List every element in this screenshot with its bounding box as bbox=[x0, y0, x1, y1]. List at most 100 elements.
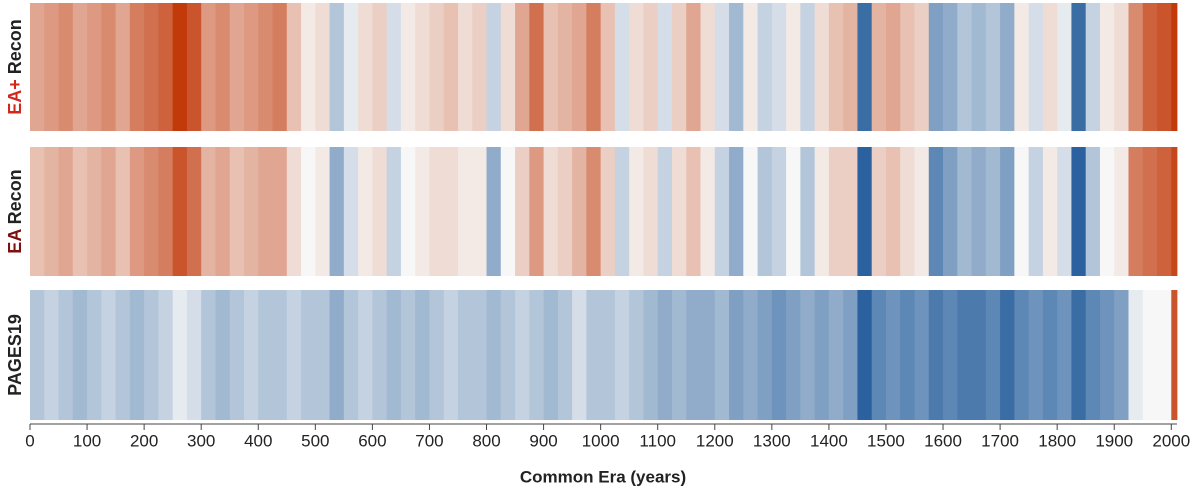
stripe bbox=[586, 147, 602, 276]
stripe bbox=[286, 3, 302, 131]
stripe bbox=[928, 3, 944, 131]
stripe bbox=[1014, 147, 1030, 276]
stripe bbox=[172, 3, 188, 131]
stripe bbox=[229, 290, 245, 420]
stripe bbox=[372, 147, 388, 276]
stripe bbox=[643, 290, 659, 420]
stripe bbox=[771, 147, 787, 276]
stripe bbox=[158, 3, 174, 131]
stripe bbox=[1071, 147, 1087, 276]
stripe bbox=[115, 147, 131, 276]
stripe bbox=[1157, 147, 1172, 276]
x-tick-label: 200 bbox=[130, 431, 158, 450]
stripe bbox=[900, 290, 915, 420]
stripe bbox=[58, 290, 74, 420]
stripe bbox=[58, 147, 74, 276]
stripe bbox=[757, 3, 773, 131]
stripe bbox=[629, 3, 644, 131]
stripe bbox=[857, 147, 873, 276]
stripe bbox=[743, 3, 758, 131]
stripe bbox=[643, 147, 659, 276]
stripe bbox=[400, 147, 416, 276]
stripe bbox=[600, 290, 616, 420]
stripe bbox=[201, 3, 216, 131]
stripe bbox=[1171, 290, 1178, 420]
x-tick-label: 600 bbox=[358, 431, 386, 450]
stripe bbox=[786, 3, 801, 131]
stripe bbox=[600, 147, 616, 276]
stripe bbox=[928, 147, 944, 276]
stripe bbox=[914, 3, 930, 131]
stripe bbox=[814, 3, 830, 131]
stripe bbox=[586, 290, 602, 420]
stripe bbox=[301, 290, 316, 420]
stripe bbox=[572, 3, 587, 131]
stripe bbox=[1042, 290, 1058, 420]
panel-label-part: EA+ bbox=[5, 79, 25, 115]
stripe bbox=[457, 147, 473, 276]
stripe bbox=[1000, 290, 1015, 420]
stripe bbox=[757, 290, 773, 420]
x-tick-label: 1500 bbox=[867, 431, 905, 450]
stripe bbox=[429, 290, 445, 420]
stripe bbox=[229, 147, 245, 276]
stripe bbox=[72, 147, 88, 276]
stripe bbox=[786, 290, 801, 420]
stripe bbox=[500, 3, 516, 131]
panel-label-part: PAGES19 bbox=[5, 314, 25, 396]
stripe bbox=[671, 3, 687, 131]
stripe bbox=[543, 290, 559, 420]
stripe bbox=[515, 290, 530, 420]
stripe bbox=[1099, 3, 1115, 131]
stripe bbox=[1171, 147, 1178, 276]
stripe bbox=[900, 147, 915, 276]
stripe bbox=[201, 147, 216, 276]
stripe bbox=[843, 290, 858, 420]
stripe bbox=[30, 3, 45, 131]
stripe bbox=[572, 290, 587, 420]
stripe bbox=[58, 3, 74, 131]
x-tick-label: 1700 bbox=[981, 431, 1019, 450]
stripe bbox=[786, 147, 801, 276]
stripe bbox=[443, 3, 459, 131]
stripe bbox=[515, 3, 530, 131]
stripe bbox=[1157, 3, 1172, 131]
stripe bbox=[971, 290, 987, 420]
stripe bbox=[871, 147, 887, 276]
stripe bbox=[914, 147, 930, 276]
stripe bbox=[800, 290, 816, 420]
stripe bbox=[1014, 3, 1030, 131]
stripe-panel bbox=[30, 3, 1178, 131]
stripe bbox=[286, 290, 302, 420]
stripe bbox=[315, 3, 330, 131]
stripe bbox=[885, 290, 901, 420]
stripe bbox=[757, 147, 773, 276]
x-tick-label: 300 bbox=[187, 431, 215, 450]
stripe bbox=[743, 290, 758, 420]
panel-label-part: Recon bbox=[5, 19, 25, 74]
stripe bbox=[372, 290, 388, 420]
stripe bbox=[1085, 147, 1101, 276]
stripe bbox=[258, 3, 273, 131]
stripe bbox=[1085, 3, 1101, 131]
x-tick-label: 100 bbox=[73, 431, 101, 450]
stripe bbox=[700, 147, 716, 276]
stripe bbox=[129, 3, 145, 131]
stripe bbox=[457, 290, 473, 420]
stripe bbox=[529, 290, 544, 420]
stripe bbox=[1114, 290, 1129, 420]
stripe bbox=[914, 290, 930, 420]
stripe bbox=[557, 3, 573, 131]
stripe bbox=[30, 290, 45, 420]
stripe bbox=[358, 290, 373, 420]
stripe bbox=[714, 3, 730, 131]
stripe bbox=[101, 290, 116, 420]
stripe bbox=[700, 290, 716, 420]
stripe bbox=[943, 290, 958, 420]
stripe bbox=[101, 3, 116, 131]
stripe bbox=[44, 147, 59, 276]
stripe-panel bbox=[30, 290, 1178, 420]
stripe bbox=[1042, 147, 1058, 276]
stripe bbox=[871, 290, 887, 420]
stripe bbox=[614, 147, 630, 276]
